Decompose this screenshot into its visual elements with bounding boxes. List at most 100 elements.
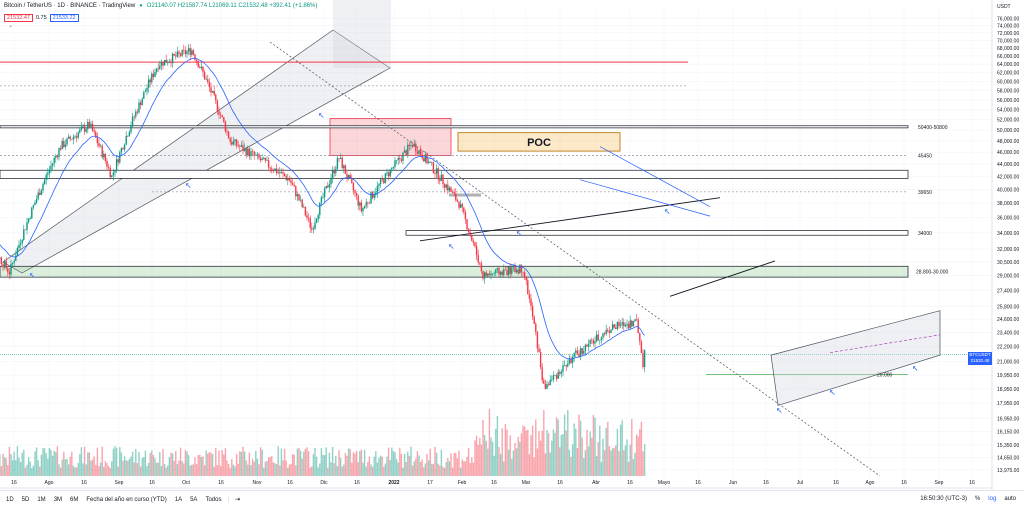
- volume-bar: [176, 464, 179, 476]
- volume-bar: [285, 460, 287, 476]
- candle-body: [395, 160, 398, 161]
- resistance-box: [329, 118, 452, 156]
- candle-body: [272, 169, 275, 172]
- y-tick-label: 15,350.00: [997, 443, 1019, 449]
- volume-bar: [251, 458, 254, 476]
- volume-bar: [607, 421, 609, 476]
- candle-body: [205, 79, 207, 80]
- candle-body: [458, 201, 460, 208]
- candle-body: [551, 379, 553, 381]
- candle-body: [98, 143, 100, 147]
- volume-bar: [575, 428, 577, 476]
- volume-bar: [343, 464, 345, 476]
- log-toggle[interactable]: log: [988, 496, 997, 502]
- candle-body: [77, 132, 79, 138]
- wedge-line-lower: [579, 179, 711, 217]
- chevron-up-icon[interactable]: ⌃: [8, 26, 14, 32]
- candle-body: [599, 339, 601, 341]
- candle-body: [491, 273, 494, 275]
- candle-body: [445, 184, 447, 188]
- candle-body: [602, 333, 604, 338]
- candle-body: [469, 231, 471, 236]
- buy-price[interactable]: 21533.22: [49, 14, 79, 22]
- candle-body: [143, 92, 145, 99]
- volume-bar: [207, 453, 209, 476]
- volume-bar: [170, 452, 172, 476]
- range-button[interactable]: 3M: [53, 496, 63, 503]
- range-button[interactable]: 5D: [21, 496, 30, 503]
- y-tick-label: 27,400.00: [997, 288, 1019, 294]
- volume-bar: [195, 464, 198, 476]
- volume-bar: [509, 435, 511, 476]
- candle-body: [245, 148, 247, 156]
- volume-bar: [232, 464, 235, 476]
- volume-bar: [330, 462, 332, 476]
- candle-body: [293, 184, 295, 187]
- volume-bar: [427, 460, 430, 476]
- calendar-goto-icon[interactable]: ⇥: [235, 497, 241, 503]
- volume-bar: [10, 453, 12, 476]
- range-button[interactable]: 5A: [190, 496, 198, 503]
- range-button[interactable]: 1D: [6, 496, 14, 503]
- candle-body: [555, 375, 558, 379]
- candle-body: [440, 174, 443, 181]
- volume-bar: [627, 461, 630, 476]
- y-tick-label: 76,000.00: [997, 16, 1019, 22]
- candle-body: [312, 228, 315, 230]
- volume-bar: [24, 467, 27, 476]
- range-button[interactable]: Todos: [205, 496, 222, 503]
- x-tick-label: 2022: [388, 480, 399, 486]
- candle-body: [512, 265, 515, 268]
- percent-toggle[interactable]: %: [974, 496, 981, 502]
- range-button[interactable]: 1M: [37, 496, 46, 503]
- volume-bar: [315, 456, 318, 476]
- volume-bar: [266, 461, 268, 476]
- sell-price[interactable]: 21532.47: [4, 14, 33, 22]
- x-tick-label: 16: [11, 480, 17, 486]
- clock[interactable]: 16:50:30 (UTC-3): [920, 496, 967, 502]
- candle-body: [240, 145, 243, 147]
- volume-bar: [320, 448, 323, 476]
- volume-bar: [640, 421, 643, 476]
- x-tick-label: 16: [557, 480, 563, 486]
- symbol-title[interactable]: Bitcoin / TetherUS · 1D · BINANCE · Trad…: [4, 3, 136, 9]
- level-label: 34000: [918, 231, 932, 237]
- volume-bar: [194, 457, 196, 476]
- volume-bar: [187, 454, 190, 476]
- candle-body: [562, 365, 564, 372]
- volume-bar: [615, 445, 617, 476]
- candle-body: [235, 139, 238, 146]
- candle-body: [263, 157, 265, 159]
- candle-body: [285, 176, 287, 181]
- candle-body: [471, 235, 473, 241]
- y-tick-label: 52,000.00: [997, 118, 1019, 124]
- candle-body: [557, 372, 559, 379]
- candle-body: [247, 148, 249, 156]
- range-button[interactable]: Fecha del año en curso (YTD): [86, 496, 167, 503]
- candle-body: [397, 158, 399, 161]
- candle-body: [19, 243, 22, 245]
- volume-bar: [459, 467, 462, 476]
- candle-body: [424, 154, 427, 162]
- range-button[interactable]: 6M: [70, 496, 79, 503]
- volume-bar: [133, 462, 135, 476]
- volume-bar: [579, 420, 582, 476]
- auto-toggle[interactable]: auto: [1004, 496, 1016, 502]
- volume-bar: [64, 459, 67, 476]
- volume-bar: [240, 451, 243, 476]
- candle-body: [61, 140, 63, 150]
- y-tick-label: 40,000.00: [997, 188, 1019, 194]
- candle-body: [280, 172, 283, 174]
- volume-bar: [309, 467, 311, 476]
- candle-body: [8, 272, 11, 275]
- candle-body: [475, 246, 478, 256]
- volume-bar: [314, 448, 316, 476]
- candle-body: [5, 261, 7, 269]
- candle-body: [269, 167, 271, 169]
- volume-bar: [0, 466, 3, 476]
- volume-bar: [48, 447, 51, 476]
- range-button[interactable]: 1A: [174, 496, 183, 503]
- volume-bar: [165, 467, 167, 476]
- currency-label[interactable]: USDT: [997, 4, 1011, 10]
